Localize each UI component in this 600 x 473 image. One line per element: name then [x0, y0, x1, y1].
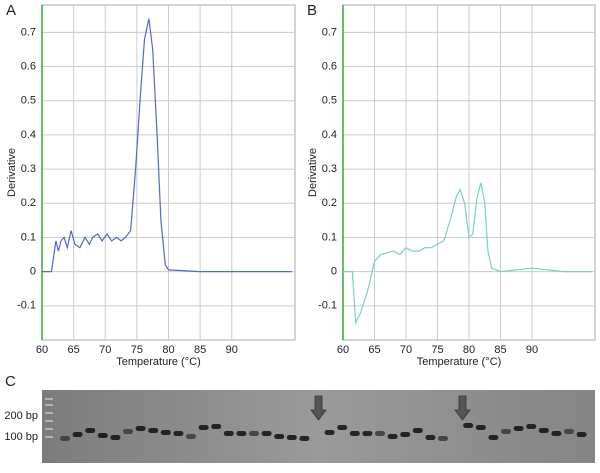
panel-label: A: [6, 2, 16, 19]
gel-band: [324, 430, 335, 435]
x-tick-label: 90: [526, 344, 538, 356]
gel-band: [513, 426, 524, 431]
ladder-band: [45, 404, 53, 406]
gel-band: [186, 434, 196, 439]
gel-band: [160, 430, 171, 435]
y-tick-label: 0.6: [322, 60, 337, 72]
gel-band: [198, 425, 209, 430]
gel-bands: [45, 398, 587, 441]
gel-band: [223, 431, 234, 436]
ladder-band: [45, 398, 53, 400]
y-tick-label: 0.1: [322, 231, 337, 243]
x-axis-label: Temperature (°C): [417, 356, 501, 368]
gel-band: [488, 435, 499, 440]
y-tick-label: 0.5: [21, 95, 36, 107]
gel-band: [475, 425, 486, 430]
gel-band: [173, 431, 184, 436]
x-tick-label: 70: [400, 344, 412, 356]
x-tick-label: 60: [36, 344, 48, 356]
panel-label: C: [5, 373, 16, 390]
ladder-label: 200 bp: [4, 410, 38, 422]
x-tick-label: 60: [337, 344, 349, 356]
chart-panel: -0.1 0 0.1 0.2 0.3 0.4 0.5 0.6 0.7 60 65 70 75 80 85 90…: [307, 2, 596, 368]
gel-band: [337, 425, 348, 430]
gel-band: [236, 431, 247, 436]
ladder-band: [45, 428, 53, 430]
gel-band: [501, 429, 511, 434]
y-tick-label: 0.6: [21, 60, 36, 72]
gel-band: [349, 431, 360, 436]
x-tick-label: 75: [431, 344, 443, 356]
gel-band: [463, 423, 474, 428]
gel-band: [576, 432, 587, 437]
ladder-band: [45, 412, 53, 414]
ladder-band: [45, 420, 53, 422]
gel-band: [551, 431, 562, 436]
gel-band: [526, 424, 537, 429]
y-axis-label: Derivative: [6, 148, 18, 197]
y-tick-label: 0.2: [322, 197, 337, 209]
gel-band: [135, 426, 146, 431]
x-tick-label: 70: [99, 344, 111, 356]
x-tick-label: 85: [494, 344, 506, 356]
y-tick-label: 0: [331, 266, 337, 278]
gel-band: [211, 424, 222, 429]
gel-band: [387, 434, 398, 439]
y-tick-label: 0.3: [21, 163, 36, 175]
x-tick-label: 90: [226, 344, 238, 356]
y-tick-label: 0.3: [322, 163, 337, 175]
gel-band: [564, 429, 574, 434]
x-tick-label: 85: [194, 344, 206, 356]
y-tick-label: 0.7: [21, 26, 36, 38]
melt-curve: [42, 18, 292, 273]
gel-band: [425, 435, 436, 440]
ladder-band: [45, 436, 53, 438]
gel-band: [72, 432, 83, 437]
y-tick-label: 0.4: [322, 129, 337, 141]
arrow: [310, 395, 471, 421]
y-tick-label: 0: [30, 266, 36, 278]
x-tick-label: 80: [162, 344, 174, 356]
y-tick-label: 0.5: [322, 95, 337, 107]
gel-band: [274, 434, 285, 439]
x-tick-label: 65: [368, 344, 380, 356]
melt-curve: [343, 182, 592, 326]
gel-band: [299, 436, 310, 441]
ladder-label: 100 bp: [4, 431, 38, 443]
gel-band: [148, 428, 159, 433]
x-axis-label: Temperature (°C): [116, 356, 200, 368]
y-tick-label: -0.1: [318, 300, 337, 312]
gel-band: [123, 429, 133, 434]
gel-band: [249, 431, 259, 436]
y-tick-label: 0.1: [21, 231, 36, 243]
y-axis-label: Derivative: [307, 148, 319, 197]
y-tick-label: 0.4: [21, 129, 36, 141]
gel-band: [110, 435, 121, 440]
gel-band: [261, 431, 272, 436]
y-tick-label: 0.7: [322, 26, 337, 38]
gel-band: [97, 433, 108, 438]
x-tick-label: 80: [463, 344, 475, 356]
gel-band: [85, 428, 96, 433]
panel-label: B: [307, 2, 317, 19]
gel-band: [375, 431, 385, 436]
gel-band: [438, 436, 448, 441]
gel-band: [538, 428, 549, 433]
x-tick-label: 65: [68, 344, 80, 356]
gel-band: [362, 431, 373, 436]
gel-band: [400, 432, 411, 437]
y-tick-label: 0.2: [21, 197, 36, 209]
gel-band: [286, 435, 297, 440]
gel-band: [412, 428, 423, 433]
gel-band: [60, 436, 70, 441]
x-tick-label: 75: [131, 344, 143, 356]
y-tick-label: -0.1: [17, 300, 36, 312]
chart-panel: -0.1 0 0.1 0.2 0.3 0.4 0.5 0.6 0.7 60 65 70 75 80 85 90…: [6, 2, 296, 368]
